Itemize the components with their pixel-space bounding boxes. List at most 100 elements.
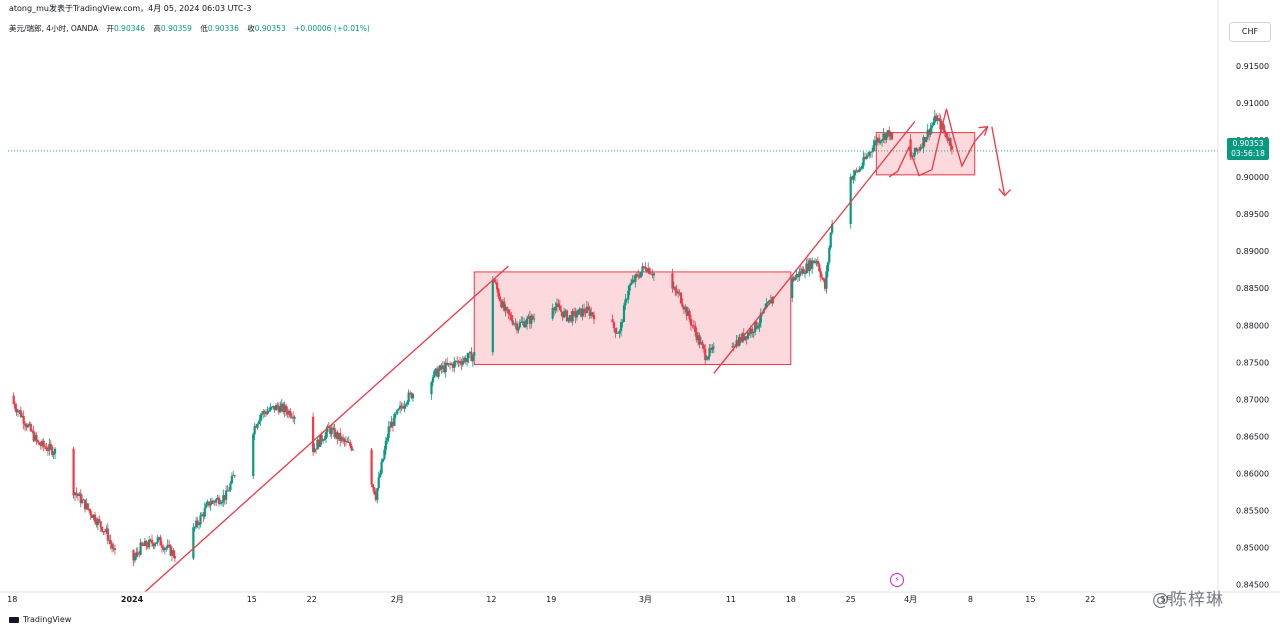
candle-body <box>618 330 621 334</box>
candle-body <box>76 494 79 496</box>
candle-body <box>684 307 687 310</box>
candle-body <box>86 503 89 509</box>
candle-body <box>93 514 97 522</box>
candle-body <box>75 492 78 495</box>
symbol-info-bar: 美元/瑞郎, 4小时, OANDA 开0.90346 高0.90359 低0.9… <box>9 22 370 36</box>
candle-body <box>565 310 569 322</box>
candle-body <box>815 260 818 262</box>
candle-body <box>266 411 269 415</box>
symbol-name[interactable]: 美元/瑞郎, 4小时, OANDA <box>9 24 99 33</box>
candle-body <box>759 312 762 323</box>
candle-body <box>687 310 690 316</box>
candle-body <box>631 279 634 283</box>
candle-body <box>809 260 812 269</box>
candle-body <box>458 361 462 364</box>
candle-body <box>22 416 25 424</box>
candle-body <box>105 528 108 532</box>
candle-body <box>270 406 273 408</box>
candle-body <box>319 434 322 447</box>
candle-body <box>202 514 205 517</box>
candle-body <box>229 483 232 491</box>
candle-body <box>43 446 47 448</box>
candle-body <box>81 499 84 503</box>
candle-body <box>505 307 509 310</box>
candle-body <box>685 307 688 316</box>
candle-body <box>798 271 801 278</box>
y-tick-label: 0.85000 <box>1236 544 1269 553</box>
candle-body <box>873 140 877 146</box>
x-tick-label: 3月 <box>639 595 652 604</box>
candle-body <box>155 542 158 544</box>
candle-body <box>393 414 396 426</box>
candle-body <box>133 556 137 561</box>
change-value: +0.00006 (+0.01%) <box>294 24 370 33</box>
open-label: 开 <box>106 24 115 33</box>
candle-body <box>374 494 377 500</box>
candle-body <box>614 328 617 334</box>
candle-body <box>918 149 921 151</box>
candle-body <box>48 443 51 451</box>
candle-body <box>95 521 98 525</box>
candle-body <box>926 129 929 138</box>
candle-body <box>410 392 413 399</box>
time-axis[interactable]: 18 2024 15 22 2月 12 19 3月 11 18 25 4月 8 15 22 5月 <box>7 595 1174 604</box>
candle-body <box>712 346 715 348</box>
candle-body <box>197 524 201 526</box>
candle-body <box>624 299 627 306</box>
lightning-icon[interactable]: ⚡ <box>890 573 904 587</box>
candle-body <box>572 311 576 312</box>
candle-body <box>225 490 228 500</box>
candle-body <box>88 508 91 511</box>
candle-body <box>932 122 935 126</box>
candle-body <box>524 324 527 328</box>
candle-body <box>748 332 751 335</box>
publish-header: atong_mu发表于TradingView.com，4月 05, 2024 0… <box>0 0 1280 18</box>
candle-body <box>555 303 559 307</box>
candle-body <box>937 118 941 120</box>
candle-body <box>950 146 954 150</box>
trendline <box>144 265 509 593</box>
candle-body <box>460 363 463 365</box>
candle-body <box>766 302 770 304</box>
candle-body <box>379 473 382 478</box>
candle-body <box>584 312 587 314</box>
candle-body <box>287 410 290 415</box>
candle-body <box>92 514 95 518</box>
candle-body <box>438 365 442 371</box>
candle-body <box>72 448 75 496</box>
candle-body <box>819 271 822 278</box>
candle-body <box>148 539 151 548</box>
candle-body <box>632 279 636 283</box>
candle-body <box>525 318 529 325</box>
candle-body <box>222 495 225 502</box>
price-axis[interactable]: 0.915000.910000.905000.900000.895000.890… <box>1236 62 1269 590</box>
candle-body <box>812 260 815 264</box>
candle-body <box>45 447 48 451</box>
candle-body <box>142 545 145 547</box>
currency-button[interactable]: CHF <box>1229 22 1271 42</box>
candle-body <box>289 410 292 417</box>
candle-body <box>337 432 340 439</box>
y-tick-label: 0.88500 <box>1236 284 1269 293</box>
candle-body <box>702 345 705 350</box>
candle-body <box>373 487 376 495</box>
candle-body <box>252 434 255 477</box>
candle-body <box>731 346 734 348</box>
x-tick-label: 22 <box>307 595 317 604</box>
tradingview-logo[interactable]: TradingView <box>9 615 71 624</box>
x-tick-label: 8 <box>968 595 973 604</box>
candle-body <box>380 461 383 474</box>
candle-body <box>263 411 266 413</box>
candle-body <box>939 118 942 130</box>
candle-body <box>140 542 144 546</box>
candle-body <box>334 432 338 438</box>
candle-body <box>159 537 162 546</box>
candle-body <box>577 309 580 315</box>
candle-body <box>109 540 112 545</box>
high-value: 0.90359 <box>160 24 192 33</box>
candle-body <box>811 260 814 269</box>
candle-body <box>340 437 343 441</box>
close-value: 0.90353 <box>254 24 286 33</box>
candle-body <box>822 278 825 281</box>
